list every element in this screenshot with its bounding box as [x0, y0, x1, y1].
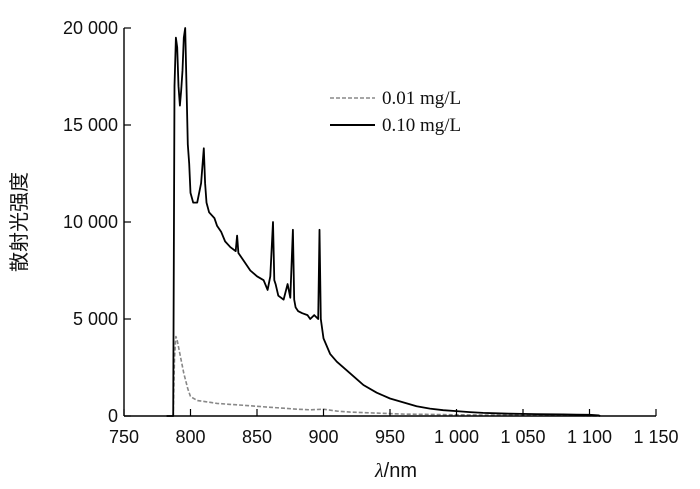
- ticks: 750 800 850 900 950 1 000 1 050 1 100 1 150 0 5 00…: [63, 18, 679, 447]
- x-tick-label: 850: [242, 427, 272, 447]
- legend-label-2: 0.10 mg/L: [382, 115, 461, 136]
- y-tick-label: 5 000: [73, 309, 118, 329]
- x-tick-label: 1 000: [434, 427, 479, 447]
- series-line-1: [166, 335, 601, 417]
- series-line-2: [166, 27, 601, 417]
- x-tick-label: 800: [175, 427, 205, 447]
- x-tick-label: 900: [308, 427, 338, 447]
- legend-label-1: 0.01 mg/L: [382, 88, 461, 109]
- x-tick-label: 1 050: [500, 427, 545, 447]
- x-tick-label: 950: [375, 427, 405, 447]
- x-tick-label: 1 100: [567, 427, 612, 447]
- axes: [123, 28, 656, 417]
- y-axis-title: 散射光强度: [8, 172, 31, 272]
- y-tick-label: 15 000: [63, 115, 118, 135]
- y-tick-label: 20 000: [63, 18, 118, 38]
- y-tick-label: 0: [108, 406, 118, 426]
- x-tick-label: 1 150: [633, 427, 678, 447]
- plot-lines: [166, 27, 601, 417]
- x-axis-title: λ/nm: [374, 460, 417, 482]
- x-tick-label: 750: [109, 427, 139, 447]
- legend: 0.01 mg/L 0.10 mg/L: [330, 88, 461, 136]
- y-tick-label: 10 000: [63, 212, 118, 232]
